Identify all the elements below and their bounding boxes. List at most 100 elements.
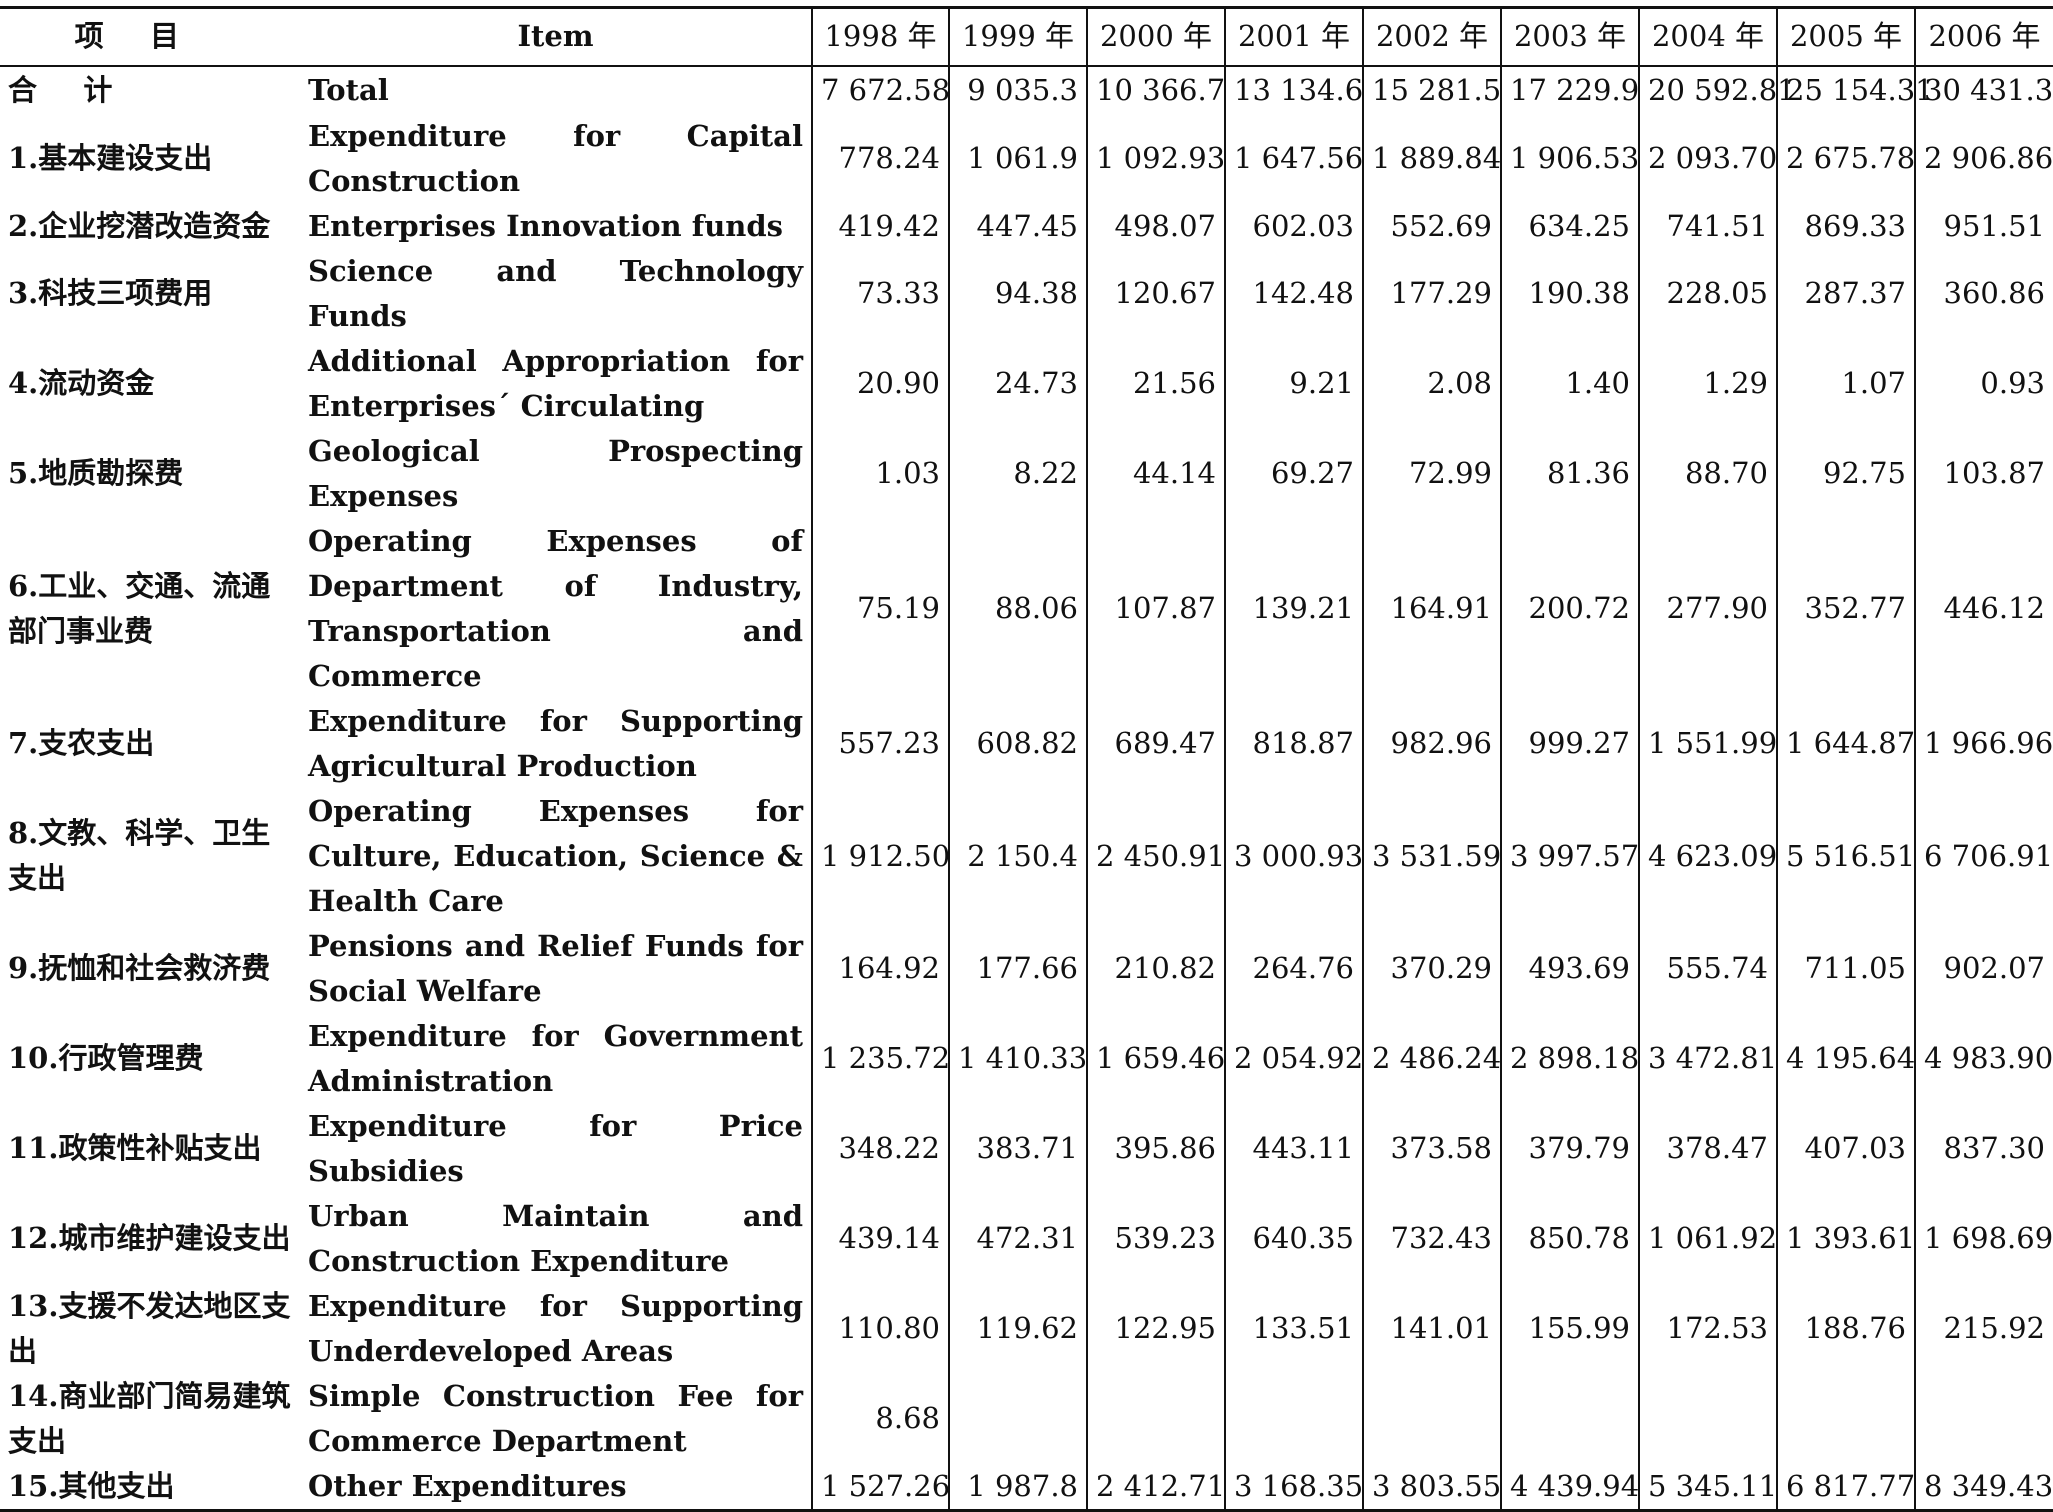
table-row: 7.支农支出 Expenditure for Supporting Agricul…: [0, 698, 2053, 789]
value-cell: 119.62: [948, 1283, 1087, 1374]
value-cell: 164.91: [1362, 518, 1501, 699]
value-cell: 210.82: [1086, 923, 1225, 1014]
value-cell: 75.19: [811, 518, 949, 699]
value-cell: 13 134.6: [1224, 65, 1363, 114]
value-cell: 352.77: [1776, 518, 1915, 699]
value-cell: [1638, 1373, 1777, 1464]
item-en: Other Expenditures: [300, 1463, 812, 1512]
value-cell: 122.95: [1086, 1283, 1225, 1374]
value-cell: 407.03: [1776, 1103, 1915, 1194]
table-body: 合计 Total 7 672.58 9 035.3 10 366.7 13 134.6 15…: [0, 65, 2053, 1512]
value-cell: 2 906.86: [1914, 113, 2053, 204]
table-row: 14.商业部门简易建筑支出 Simple Construction Fee for…: [0, 1373, 2053, 1464]
value-cell: 951.51: [1914, 203, 2053, 249]
value-cell: 8 349.43: [1914, 1463, 2053, 1512]
value-cell: 164.92: [811, 923, 949, 1014]
value-cell: 1 889.84: [1362, 113, 1501, 204]
value-cell: 188.76: [1776, 1283, 1915, 1374]
item-cn: 合计: [8, 72, 159, 107]
value-cell: 850.78: [1500, 1193, 1639, 1284]
item-en: Urban Maintain and Construction Expendit…: [308, 1198, 803, 1278]
item-en: Enterprises Innovation funds: [308, 208, 783, 243]
value-cell: 472.31: [948, 1193, 1087, 1284]
item-en: Expenditure for Capital Construction: [308, 118, 803, 198]
header-year: 2003 年: [1500, 6, 1639, 67]
value-cell: 3 803.55: [1362, 1463, 1501, 1512]
header-year: 2006 年: [1914, 6, 2053, 67]
table-row: 4.流动资金 Additional Appropriation for Enter…: [0, 338, 2053, 429]
value-cell: 1.40: [1500, 338, 1639, 429]
value-cell: 190.38: [1500, 248, 1639, 339]
value-cell: 348.22: [811, 1103, 949, 1194]
value-cell: 17 229.9: [1500, 65, 1639, 114]
value-cell: 3 997.57: [1500, 788, 1639, 924]
value-cell: 1 906.53: [1500, 113, 1639, 204]
table-row: 8.文教、科学、卫生支出 Operating Expenses for Cultu…: [0, 788, 2053, 924]
value-cell: 88.70: [1638, 428, 1777, 519]
item-cn: 15.其他支出: [0, 1463, 300, 1512]
value-cell: 139.21: [1224, 518, 1363, 699]
value-cell: 2 150.4: [948, 788, 1087, 924]
value-cell: 493.69: [1500, 923, 1639, 1014]
table-row: 3.科技三项费用 Science and Technology Funds 73.3…: [0, 248, 2053, 339]
value-cell: 1 235.72: [811, 1013, 950, 1104]
header-year: 2001 年: [1224, 6, 1363, 67]
value-cell: 640.35: [1224, 1193, 1363, 1284]
expenditure-table: 项目 Item 1998 年 1999 年 2000 年 2001 年 2002 年 20…: [0, 6, 2053, 1512]
value-cell: 1 966.96: [1914, 698, 2053, 789]
value-cell: 44.14: [1086, 428, 1225, 519]
table-row: 10.行政管理费 Expenditure for Government Admin…: [0, 1013, 2053, 1104]
table-row: 9.抚恤和社会救济费 Pensions and Relief Funds for …: [0, 923, 2053, 1014]
value-cell: [1086, 1373, 1225, 1464]
header-row: 项目 Item 1998 年 1999 年 2000 年 2001 年 2002 年 20…: [0, 6, 2053, 67]
item-en: Total: [308, 72, 389, 107]
value-cell: 277.90: [1638, 518, 1777, 699]
value-cell: 20.90: [811, 338, 949, 429]
value-cell: [1914, 1373, 2053, 1464]
table-row: 5.地质勘探费 Geological Prospecting Expenses 1.…: [0, 428, 2053, 519]
item-en: Additional Appropriation for Enterprises…: [308, 343, 803, 423]
value-cell: 999.27: [1500, 698, 1639, 789]
header-year: 1998 年: [811, 6, 949, 67]
table-row: 2.企业挖潜改造资金 Enterprises Innovation funds 41…: [0, 203, 2053, 249]
table-row: 13.支援不发达地区支出 Expenditure for Supporting U…: [0, 1283, 2053, 1374]
table-row: 11.政策性补贴支出 Expenditure for Price Subsidie…: [0, 1103, 2053, 1194]
value-cell: 379.79: [1500, 1103, 1639, 1194]
value-cell: 7 672.58: [811, 65, 950, 114]
value-cell: 120.67: [1086, 248, 1225, 339]
value-cell: 741.51: [1638, 203, 1777, 249]
value-cell: 778.24: [811, 113, 949, 204]
header-year: 2005 年: [1776, 6, 1915, 67]
value-cell: 287.37: [1776, 248, 1915, 339]
value-cell: [948, 1373, 1087, 1464]
item-en: Expenditure for Supporting Underdevelope…: [308, 1288, 803, 1368]
item-cn: 1.基本建设支出: [8, 141, 213, 175]
value-cell: 110.80: [811, 1283, 949, 1374]
value-cell: 264.76: [1224, 923, 1363, 1014]
table-row: 6.工业、交通、流通部门事业费 Operating Expenses of Dep…: [0, 518, 2053, 699]
value-cell: [1224, 1373, 1363, 1464]
value-cell: 8.68: [811, 1373, 949, 1464]
header-item-cn: 项目: [0, 6, 300, 67]
value-cell: 1 912.50: [811, 788, 950, 924]
value-cell: 1 644.87: [1776, 698, 1915, 789]
item-cn: 12.城市维护建设支出: [8, 1221, 291, 1255]
value-cell: 88.06: [948, 518, 1087, 699]
value-cell: 1 527.26: [811, 1463, 950, 1512]
value-cell: 1.07: [1776, 338, 1915, 429]
value-cell: 447.45: [948, 203, 1087, 249]
table-header: 项目 Item 1998 年 1999 年 2000 年 2001 年 2002 年 20…: [0, 6, 2053, 67]
value-cell: 370.29: [1362, 923, 1501, 1014]
value-cell: 982.96: [1362, 698, 1501, 789]
item-en: Pensions and Relief Funds for Social Wel…: [308, 928, 803, 1008]
value-cell: 3 168.35: [1224, 1463, 1363, 1512]
value-cell: [1500, 1373, 1639, 1464]
value-cell: 1 647.56: [1224, 113, 1363, 204]
value-cell: 2 450.91: [1086, 788, 1225, 924]
value-cell: 81.36: [1500, 428, 1639, 519]
value-cell: 1 551.99: [1638, 698, 1777, 789]
value-cell: 10 366.7: [1086, 65, 1225, 114]
value-cell: 21.56: [1086, 338, 1225, 429]
value-cell: 5 345.11: [1638, 1463, 1777, 1512]
item-cn: 6.工业、交通、流通部门事业费: [8, 568, 271, 648]
